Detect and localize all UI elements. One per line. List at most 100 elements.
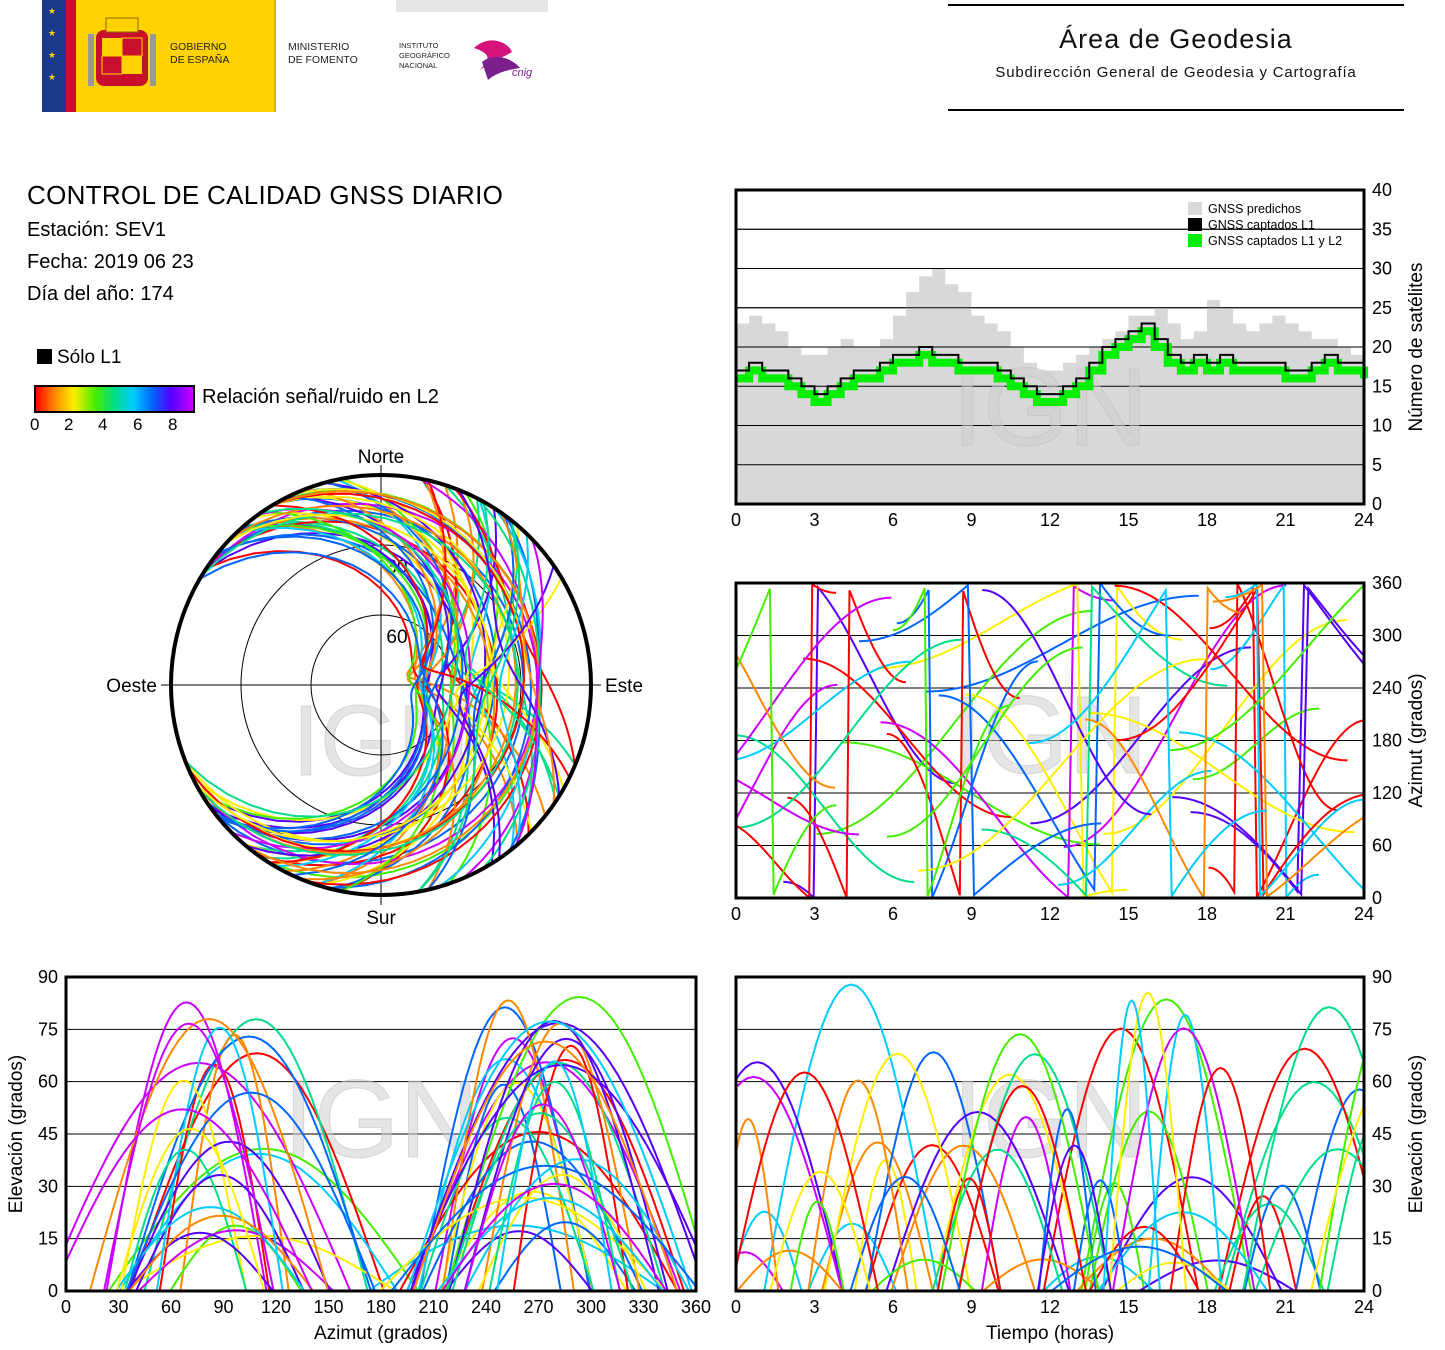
x-tick-label: 300 <box>576 1297 606 1317</box>
y-tick-label: 10 <box>1372 416 1392 436</box>
track-line <box>736 778 860 836</box>
y-tick-label: 35 <box>1372 219 1392 239</box>
track-line <box>736 588 837 896</box>
x-tick-label: 240 <box>471 1297 501 1317</box>
y-tick-label: 5 <box>1372 455 1382 475</box>
track-line <box>219 481 453 833</box>
header-title: Área de Geodesia <box>1059 24 1293 54</box>
track-line <box>736 1061 845 1291</box>
track-line <box>769 1170 872 1291</box>
station-text: Estación: SEV1 <box>27 219 166 241</box>
track-line <box>1310 1102 1364 1291</box>
x-tick-label: 24 <box>1354 904 1374 924</box>
y-axis-label: Número de satélites <box>1406 263 1427 432</box>
track-line <box>980 1115 1072 1291</box>
track-line <box>1080 998 1253 1291</box>
y-tick-label: 240 <box>1372 678 1402 698</box>
track-line <box>215 535 428 833</box>
svg-text:DE FOMENTO: DE FOMENTO <box>288 54 358 66</box>
y-tick-label: 40 <box>1372 180 1392 200</box>
track-line <box>1217 1047 1364 1291</box>
track-line <box>821 1141 934 1291</box>
x-tick-label: 3 <box>809 1297 819 1317</box>
coat-of-arms-icon <box>88 17 156 86</box>
ign-watermark: IGN <box>952 346 1148 469</box>
plot-border <box>734 188 1366 506</box>
track-line <box>1254 1148 1364 1291</box>
track-line <box>1111 1027 1256 1291</box>
track-line <box>458 489 561 797</box>
direction-south: Sur <box>366 908 396 929</box>
track-line <box>88 1017 329 1291</box>
y-tick-label: 0 <box>1372 1281 1382 1301</box>
track-line <box>1242 1006 1364 1291</box>
legend-swatch <box>1188 202 1202 215</box>
legend-l1-swatch <box>37 349 52 364</box>
y-tick-label: 90 <box>1372 967 1392 987</box>
x-tick-label: 30 <box>108 1297 128 1317</box>
x-tick-label: 12 <box>1040 1297 1060 1317</box>
y-tick-label: 45 <box>38 1124 58 1144</box>
institutional-logos: ★ ★ ★ ★ GOBIERNO DE ESPAÑA MINISTERIO DE… <box>42 0 548 112</box>
x-tick-label: 15 <box>1118 904 1138 924</box>
plot-border <box>734 581 1366 900</box>
cnig-logo-icon: cnig <box>474 40 533 80</box>
track-line <box>441 999 575 1291</box>
y-tick-label: 75 <box>1372 1019 1392 1039</box>
track-line <box>498 533 529 846</box>
track-line <box>496 1060 613 1291</box>
track-line <box>1050 1245 1228 1291</box>
snr-tick: 8 <box>168 415 178 434</box>
track-line <box>114 1206 306 1291</box>
track-line <box>892 587 1009 897</box>
y-tick-label: 45 <box>1372 1124 1392 1144</box>
track-line <box>885 1110 1070 1291</box>
y-tick-label: 15 <box>1372 376 1392 396</box>
track-line <box>1192 707 1320 781</box>
track-line <box>198 504 517 854</box>
track-line <box>1212 583 1364 898</box>
direction-west: Oeste <box>106 676 157 697</box>
x-tick-label: 12 <box>1040 510 1060 530</box>
y-tick-label: 0 <box>48 1281 58 1301</box>
y-axis-label: Elevación (grados) <box>1406 1055 1427 1213</box>
snr-tick: 4 <box>98 415 108 434</box>
track-line <box>419 1116 595 1291</box>
x-tick-label: 24 <box>1354 1297 1374 1317</box>
track-line <box>463 1037 669 1291</box>
series-l1l2-line <box>736 327 1368 406</box>
svg-text:DE ESPAÑA: DE ESPAÑA <box>170 53 229 66</box>
satellite-tracks <box>736 983 1364 1291</box>
track-line <box>135 1173 305 1291</box>
svg-text:GEOGRÁFICO: GEOGRÁFICO <box>399 51 450 60</box>
track-line <box>412 1040 678 1291</box>
track-line <box>127 1140 331 1291</box>
x-tick-label: 15 <box>1118 1297 1138 1317</box>
x-tick-label: 0 <box>731 510 741 530</box>
track-line <box>406 1020 693 1291</box>
y-tick-label: 15 <box>1372 1229 1392 1249</box>
x-tick-label: 3 <box>809 904 819 924</box>
track-line <box>789 1200 845 1291</box>
track-line <box>858 583 1102 898</box>
track-line <box>268 504 429 864</box>
track-line <box>419 1006 591 1291</box>
y-tick-label: 30 <box>38 1176 58 1196</box>
track-line <box>816 609 1093 835</box>
x-tick-label: 9 <box>966 510 976 530</box>
track-line <box>936 1177 1002 1291</box>
y-tick-label: 0 <box>1372 888 1382 908</box>
track-line <box>228 517 495 881</box>
x-axis-label: Azimut (grados) <box>314 1323 448 1344</box>
svg-text:★: ★ <box>48 28 56 38</box>
x-tick-label: 270 <box>523 1297 553 1317</box>
track-line <box>1057 769 1212 886</box>
snr-tick: 2 <box>64 415 74 434</box>
track-line <box>439 1081 594 1291</box>
track-line <box>981 584 1228 898</box>
x-tick-label: 18 <box>1197 1297 1217 1317</box>
x-tick-label: 18 <box>1197 904 1217 924</box>
track-line <box>1213 1203 1325 1291</box>
track-line <box>1225 583 1364 898</box>
